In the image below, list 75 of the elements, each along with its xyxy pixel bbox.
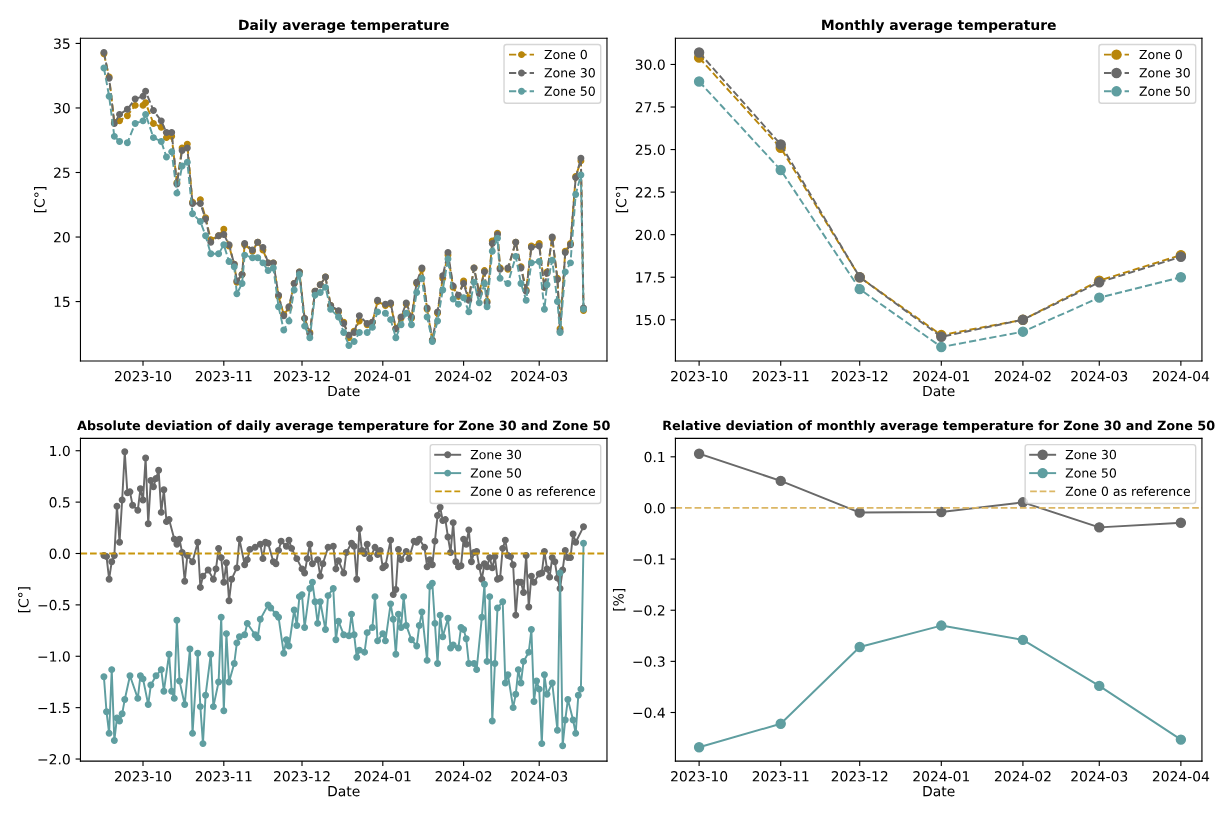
y-tick-label: 20.0 <box>635 229 665 241</box>
y-tick-label: 22.5 <box>635 187 665 198</box>
x-tick-label: 2023-12 <box>831 771 888 782</box>
y-tick-label: 0.5 <box>49 497 70 508</box>
legend-label: Zone 30 <box>1139 68 1190 78</box>
y-tick-label: 25 <box>54 167 70 178</box>
x-tick-label: 2023-11 <box>752 370 809 382</box>
x-tick-label: 2023-10 <box>671 771 728 782</box>
y-tick-label: 27.5 <box>635 101 665 113</box>
y-tick-label: 15 <box>54 296 70 308</box>
chart-title: Monthly average temperature <box>822 19 1056 33</box>
y-tick-label: 0.0 <box>49 548 70 559</box>
legend-label: Zone 30 <box>544 68 595 78</box>
y-axis-title: [C°] <box>18 587 31 613</box>
x-axis-title: Date <box>328 786 360 797</box>
x-tick-label: 2023-12 <box>274 771 330 782</box>
y-tick-label: 1.0 <box>50 445 70 457</box>
x-tick-label: 2023-12 <box>831 370 888 382</box>
x-tick-label: 2024-01 <box>354 771 411 782</box>
y-tick-label: 20 <box>54 232 70 243</box>
x-tick-label: 2024-03 <box>511 370 568 382</box>
x-tick-label: 2024-02 <box>994 771 1051 782</box>
chart-title: Relative deviation of monthly average temperature for Zone 30 and Zone 50 <box>663 420 1215 433</box>
legend-label: Zone 30 <box>470 449 522 460</box>
x-tick-label: 2023-12 <box>274 370 330 382</box>
legend-label: Zone 0 <box>1139 49 1182 60</box>
chart-title: Daily average temperature <box>239 19 449 33</box>
x-tick-label: 2023-11 <box>752 771 809 782</box>
x-tick-label: 2024-01 <box>354 370 411 382</box>
chart-title: Absolute deviation of daily average temperature for Zone 30 and Zone 50 <box>77 420 610 433</box>
x-tick-label: 2024-04 <box>1152 370 1210 382</box>
y-tick-label: −0.2 <box>633 605 665 616</box>
x-axis-title: Date <box>923 786 955 797</box>
x-tick-label: 2024-04 <box>1152 771 1210 782</box>
legend-label: Zone 50 <box>544 86 595 96</box>
y-tick-label: −0.4 <box>633 707 665 718</box>
y-tick-label: 30.0 <box>635 59 665 70</box>
y-tick-label: −0.5 <box>38 599 70 611</box>
y-tick-label: −1.5 <box>38 702 70 714</box>
y-tick-label: 17.5 <box>636 272 665 283</box>
x-tick-label: 2023-11 <box>195 370 252 382</box>
legend-label: Zone 0 as reference <box>470 486 596 497</box>
y-tick-label: −1.0 <box>38 651 70 662</box>
y-tick-label: 35 <box>54 38 70 49</box>
y-tick-label: −0.3 <box>633 656 665 667</box>
x-axis-title: Date <box>923 385 955 397</box>
x-tick-label: 2023-10 <box>671 370 728 382</box>
y-tick-label: 15.0 <box>636 314 665 326</box>
x-tick-label: 2024-03 <box>1071 370 1128 382</box>
y-axis-title: [%] <box>612 588 626 611</box>
x-tick-label: 2024-01 <box>913 771 970 782</box>
x-tick-label: 2023-10 <box>115 370 172 382</box>
y-axis-title: [C°] <box>615 187 629 213</box>
legend-label: Zone 0 as reference <box>1065 486 1191 497</box>
y-tick-label: 30 <box>54 102 70 114</box>
y-axis-title: [C°] <box>34 187 47 213</box>
legend-label: Zone 50 <box>1065 468 1117 478</box>
x-tick-label: 2024-01 <box>913 370 970 382</box>
y-tick-label: −0.1 <box>633 554 665 565</box>
x-axis-title: Date <box>328 385 360 397</box>
x-tick-label: 2024-02 <box>994 370 1051 382</box>
x-tick-label: 2023-10 <box>115 771 172 782</box>
x-tick-label: 2024-03 <box>1071 771 1128 782</box>
x-tick-label: 2024-02 <box>435 370 492 382</box>
x-tick-label: 2024-03 <box>511 771 568 782</box>
x-tick-label: 2024-02 <box>435 771 492 782</box>
legend-label: Zone 0 <box>544 49 587 60</box>
y-tick-label: 0.1 <box>644 451 665 463</box>
x-tick-label: 2023-11 <box>195 771 252 782</box>
legend-label: Zone 30 <box>1065 449 1117 460</box>
y-tick-label: 0.0 <box>644 502 665 514</box>
y-tick-label: 25.0 <box>635 144 665 156</box>
legend-label: Zone 50 <box>470 468 522 478</box>
y-tick-label: −2.0 <box>38 754 70 765</box>
legend-label: Zone 50 <box>1139 86 1190 96</box>
